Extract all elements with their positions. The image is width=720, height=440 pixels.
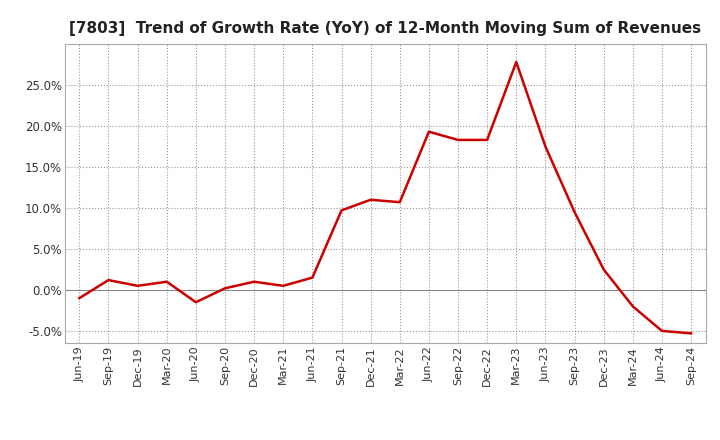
Title: [7803]  Trend of Growth Rate (YoY) of 12-Month Moving Sum of Revenues: [7803] Trend of Growth Rate (YoY) of 12-… <box>69 21 701 36</box>
